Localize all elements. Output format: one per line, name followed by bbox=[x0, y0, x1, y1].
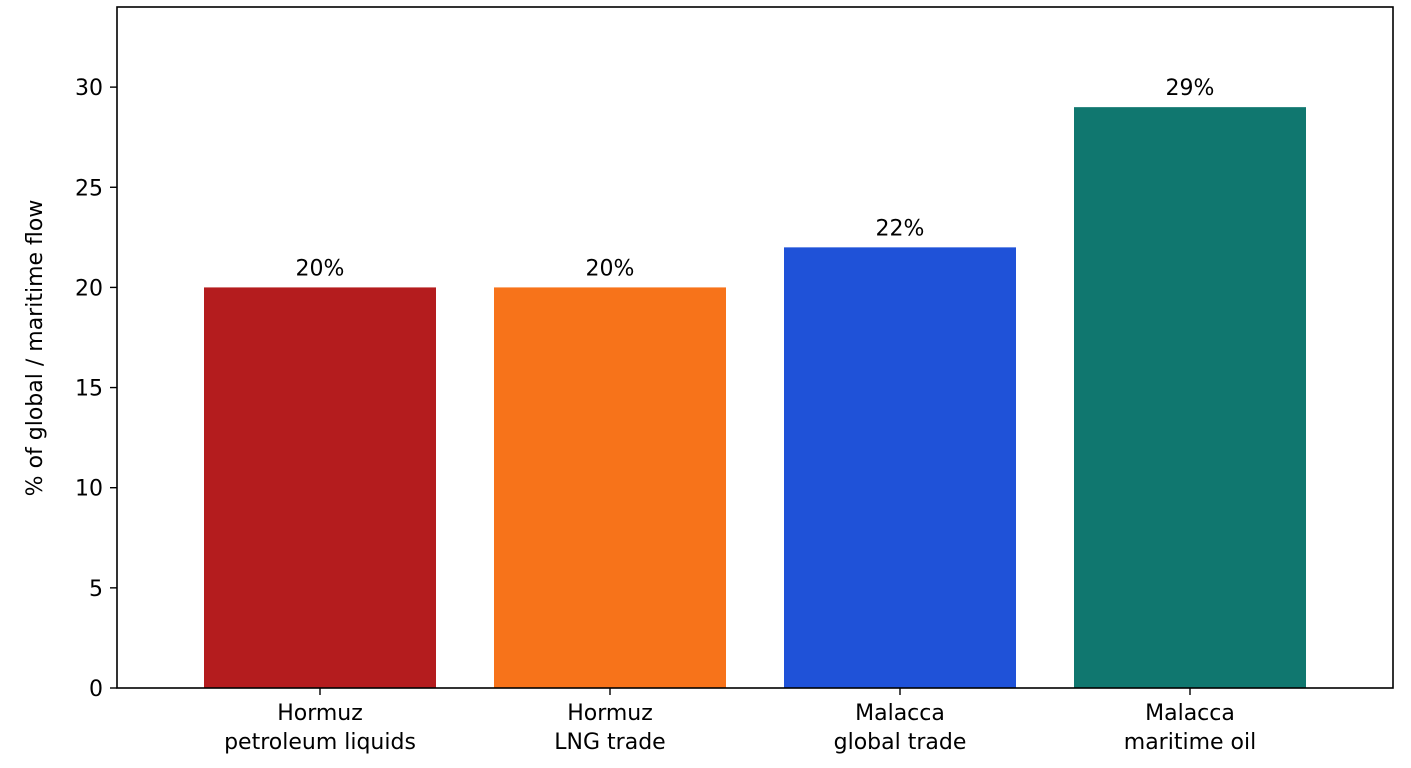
data-label-2: 20% bbox=[586, 256, 635, 281]
data-label-1: 20% bbox=[296, 256, 345, 281]
y-tick-label: 30 bbox=[75, 76, 103, 101]
x-tick-label: Hormuz bbox=[567, 701, 653, 726]
y-tick-label: 5 bbox=[89, 577, 103, 602]
data-label-4: 29% bbox=[1166, 76, 1215, 101]
y-axis-title: % of global / maritime flow bbox=[23, 200, 48, 497]
x-tick-label: Hormuz bbox=[277, 701, 363, 726]
bar-4 bbox=[1074, 107, 1306, 689]
y-tick-label: 0 bbox=[89, 677, 103, 702]
y-tick-label: 10 bbox=[75, 477, 103, 502]
y-tick-label: 25 bbox=[75, 176, 103, 201]
x-tick-label: Malacca bbox=[1145, 701, 1235, 726]
x-tick-label: petroleum liquids bbox=[224, 730, 416, 755]
x-tick-label: maritime oil bbox=[1124, 730, 1256, 755]
plot-frame bbox=[116, 6, 1394, 689]
bar-3 bbox=[784, 247, 1016, 688]
x-tick-label: LNG trade bbox=[554, 730, 665, 755]
y-tick-label: 20 bbox=[75, 276, 103, 301]
bar-1 bbox=[204, 287, 436, 688]
y-tick-label: 15 bbox=[75, 377, 103, 402]
bars-layer bbox=[204, 107, 1306, 689]
data-label-3: 22% bbox=[876, 216, 925, 241]
x-tick-label: Malacca bbox=[855, 701, 945, 726]
bar-2 bbox=[494, 287, 726, 688]
x-tick-label: global trade bbox=[834, 730, 967, 755]
y-axis: 0 5 10 15 20 25 30 bbox=[75, 76, 117, 702]
data-labels-layer: 20% 20% 22% 29% bbox=[296, 76, 1215, 281]
x-axis: Hormuz petroleum liquids Hormuz LNG trade Ma… bbox=[224, 688, 1256, 755]
